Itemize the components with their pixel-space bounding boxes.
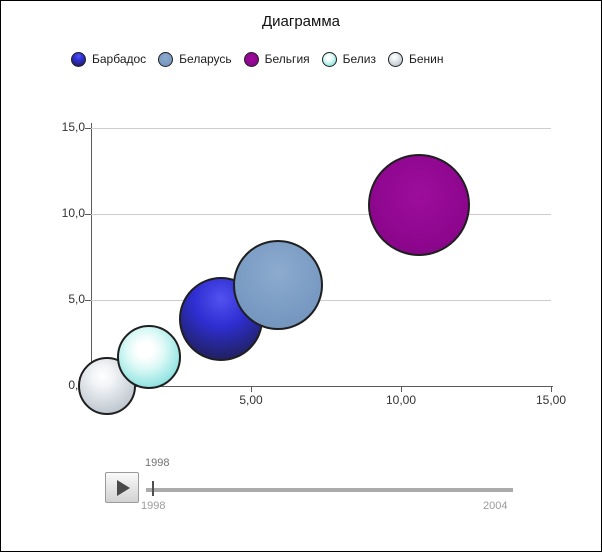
- legend-label: Беларусь: [179, 52, 232, 66]
- y-tick-label: 15,0: [61, 120, 85, 134]
- legend-item-benin[interactable]: Бенин: [388, 51, 444, 67]
- y-tick-mark: [85, 214, 91, 215]
- timeline-slider-track[interactable]: [146, 488, 513, 492]
- play-icon: [117, 479, 130, 496]
- x-tick-mark: [251, 387, 252, 392]
- x-tick-label: 5,00: [239, 393, 263, 407]
- legend-label: Барбадос: [92, 52, 147, 66]
- y-tick-mark: [85, 128, 91, 129]
- bubble-belgium[interactable]: [368, 154, 470, 257]
- gridline: [91, 214, 551, 215]
- legend-item-belarus[interactable]: Беларусь: [158, 51, 232, 67]
- gridline: [91, 300, 551, 301]
- chart-title: Диаграмма: [261, 13, 340, 30]
- legend-item-belgium[interactable]: Бельгия: [243, 51, 310, 67]
- legend-item-barbados[interactable]: Барбадос: [71, 51, 147, 67]
- legend-swatch-belarus: [158, 51, 174, 67]
- y-tick-label: 10,0: [61, 206, 85, 220]
- y-tick-label: 5,0: [68, 292, 85, 306]
- timeline-start-label: 1998: [141, 500, 166, 512]
- x-axis: [86, 386, 553, 387]
- x-tick-mark: [401, 387, 402, 392]
- legend-swatch-benin: [388, 51, 403, 67]
- timeline-slider-thumb[interactable]: [152, 481, 154, 496]
- play-button[interactable]: [105, 472, 139, 503]
- timeline-end-label: 2004: [483, 500, 508, 512]
- legend-label: Бенин: [409, 52, 444, 66]
- x-tick-mark: [551, 387, 552, 392]
- gridline: [91, 128, 551, 129]
- y-axis: [91, 123, 92, 391]
- legend-swatch-barbados: [71, 51, 86, 67]
- legend-swatch-belize: [321, 51, 337, 67]
- x-tick-label: 10,00: [385, 393, 417, 407]
- timeline-current-year: 1998: [145, 457, 170, 469]
- x-tick-label: 15,00: [535, 393, 567, 407]
- legend-swatch-belgium: [243, 51, 259, 67]
- legend: Барбадос Беларусь Бельгия Белиз Бенин: [71, 49, 444, 69]
- legend-item-belize[interactable]: Белиз: [321, 51, 376, 67]
- bubble-belize[interactable]: [117, 324, 181, 389]
- bubble-belarus[interactable]: [233, 239, 323, 330]
- legend-label: Бельгия: [264, 52, 310, 66]
- y-tick-mark: [85, 300, 91, 301]
- legend-label: Белиз: [342, 52, 376, 66]
